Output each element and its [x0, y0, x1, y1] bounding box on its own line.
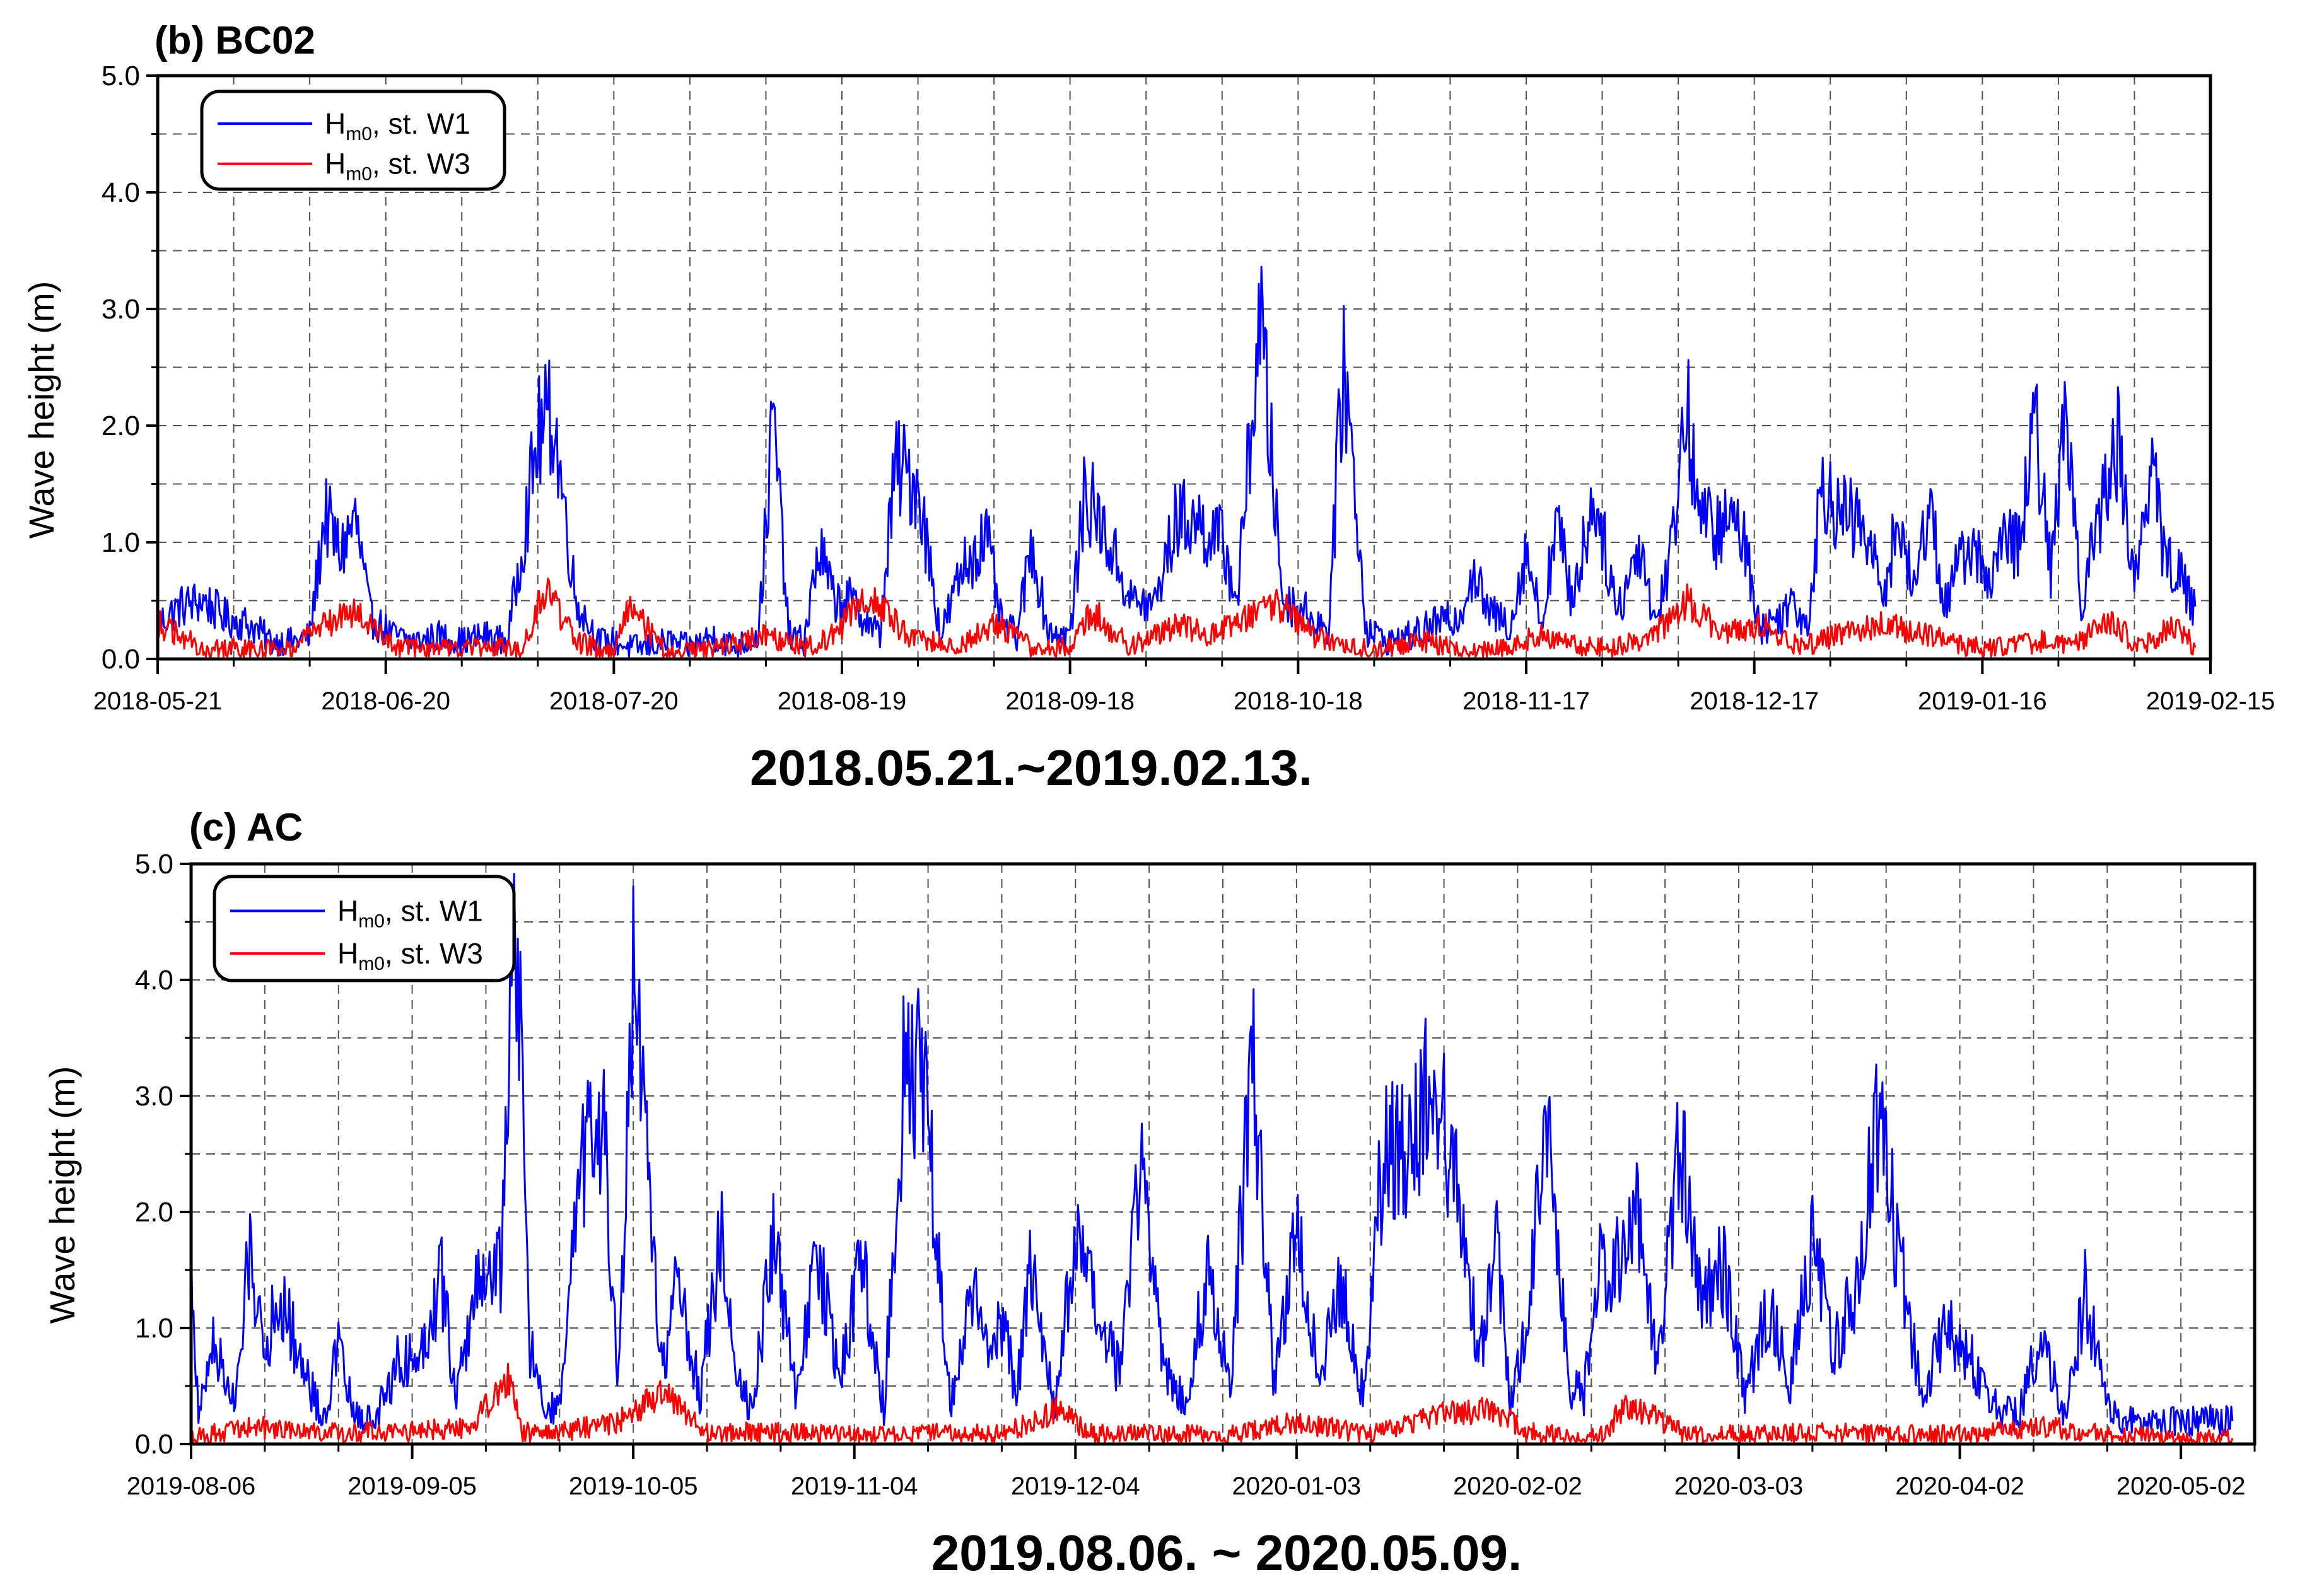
date-range-caption: 2018.05.21.~2019.02.13.	[750, 740, 1312, 796]
series-lines	[190, 873, 2234, 1443]
legend-main: H	[325, 107, 346, 140]
x-tick-label: 2020-05-02	[2116, 1472, 2246, 1500]
y-tick-label: 3.0	[102, 294, 140, 325]
panel-title: (c) AC	[189, 806, 303, 849]
legend-main: H	[337, 937, 358, 970]
x-tick-label: 2018-10-18	[1234, 687, 1363, 715]
legend-rest: , st. W3	[385, 937, 483, 970]
x-tick-label: 2019-02-15	[2146, 687, 2275, 715]
x-tick-label: 2019-09-05	[347, 1472, 477, 1500]
x-tick-label: 2018-09-18	[1005, 687, 1135, 715]
x-tick-label: 2018-06-20	[321, 687, 450, 715]
y-ticks: 0.0 1.0 2.0 3.0 4.0 5.0	[102, 61, 158, 675]
x-tick-label: 2019-12-04	[1011, 1472, 1140, 1500]
x-tick-label: 2020-04-02	[1895, 1472, 2024, 1500]
y-tick-label: 3.0	[135, 1081, 173, 1112]
y-tick-label: 5.0	[135, 849, 173, 880]
x-tick-label: 2019-01-16	[1918, 687, 2047, 715]
series-line-w1	[190, 873, 2234, 1437]
y-ticks: 0.0 1.0 2.0 3.0 4.0 5.0	[135, 849, 191, 1460]
x-ticks: 2018-05-21 2018-06-20 2018-07-20 2018-08-19…	[93, 659, 2275, 715]
y-tick-label: 2.0	[135, 1197, 173, 1228]
panel-ac: (c) AC Wave height (m) 0.0 1.0 2.0 3.0 4.0 5.…	[42, 806, 2257, 1581]
series-line-w3	[190, 1363, 2234, 1443]
legend-label-w1: Hm0, st. W1	[325, 107, 470, 144]
x-tick-label: 2018-07-20	[549, 687, 679, 715]
plot-frame	[156, 74, 2212, 661]
legend-sub: m0	[358, 911, 385, 931]
series-line-w3	[157, 577, 2197, 658]
legend-sub: m0	[346, 124, 372, 144]
x-tick-label: 2020-01-03	[1232, 1472, 1362, 1500]
x-tick-label: 2019-11-04	[791, 1472, 918, 1500]
panel-bc02: (b) BC02 Wave height (m) 0.0 1.0 2.0 3.0 4.0…	[21, 19, 2275, 796]
legend-label-w1: Hm0, st. W1	[337, 894, 483, 931]
y-tick-label: 4.0	[135, 965, 173, 996]
y-tick-label: 0.0	[135, 1429, 173, 1460]
x-tick-label: 2019-10-05	[569, 1472, 698, 1500]
grid-lines	[191, 864, 2255, 1444]
panel-title: (b) BC02	[155, 19, 315, 62]
date-range-caption: 2019.08.06. ~ 2020.05.09.	[931, 1525, 1522, 1581]
x-tick-label: 2018-05-21	[93, 687, 223, 715]
legend-sub: m0	[346, 164, 372, 185]
series-line-w1	[156, 265, 2197, 658]
legend-rest: , st. W1	[372, 107, 470, 140]
legend: Hm0, st. W1 Hm0, st. W3	[213, 875, 516, 982]
y-axis-label: Wave height (m)	[21, 281, 61, 539]
y-tick-label: 1.0	[135, 1313, 173, 1344]
legend-sub: m0	[358, 953, 385, 974]
x-ticks: 2019-08-06 2019-09-05 2019-10-05 2019-11-04…	[127, 1444, 2256, 1500]
legend-main: H	[325, 148, 346, 180]
y-tick-label: 0.0	[102, 644, 140, 675]
y-tick-label: 4.0	[102, 177, 140, 208]
legend-rest: , st. W3	[372, 148, 470, 180]
x-tick-label: 2018-08-19	[778, 687, 907, 715]
legend-label-w3: Hm0, st. W3	[337, 937, 483, 974]
x-tick-label: 2020-02-02	[1453, 1472, 1582, 1500]
y-tick-label: 1.0	[102, 527, 140, 558]
y-tick-label: 5.0	[102, 61, 140, 91]
y-axis-label: Wave height (m)	[42, 1066, 82, 1324]
legend-label-w3: Hm0, st. W3	[325, 148, 470, 185]
x-tick-label: 2018-12-17	[1690, 687, 1819, 715]
y-tick-label: 2.0	[102, 411, 140, 441]
plot-frame	[189, 862, 2257, 1446]
legend-rest: , st. W1	[385, 894, 483, 927]
legend: Hm0, st. W1 Hm0, st. W3	[200, 90, 506, 191]
x-tick-label: 2019-08-06	[127, 1472, 256, 1500]
x-tick-label: 2020-03-03	[1674, 1472, 1804, 1500]
x-tick-label: 2018-11-17	[1463, 687, 1590, 715]
legend-main: H	[337, 894, 358, 927]
series-lines	[156, 265, 2197, 658]
